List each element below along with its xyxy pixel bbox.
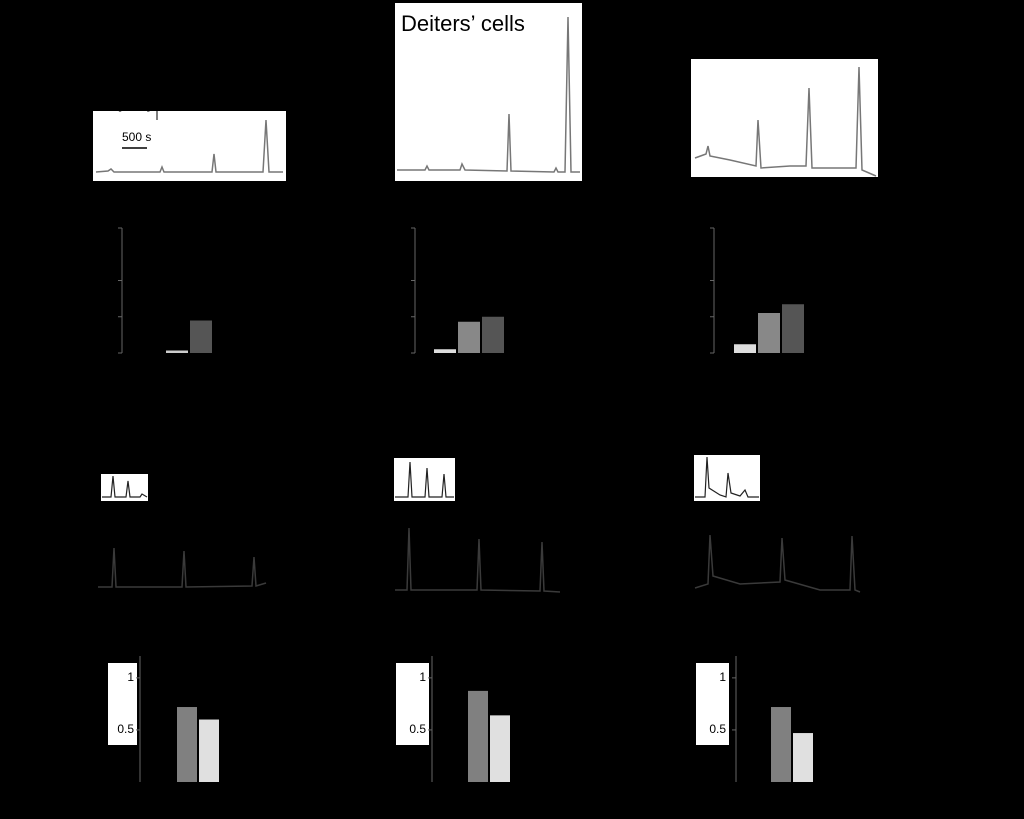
bar bbox=[468, 690, 488, 782]
bar bbox=[734, 344, 756, 353]
ca-label: [Ca²⁺] bbox=[118, 98, 150, 112]
tick-label-box bbox=[396, 663, 429, 745]
y-tick-label: 1 bbox=[127, 670, 134, 684]
bar bbox=[177, 707, 197, 782]
tick-label-box bbox=[108, 663, 137, 745]
bar bbox=[482, 316, 504, 353]
bar bbox=[190, 320, 212, 353]
panel-title: Deiters’ cells bbox=[401, 11, 525, 36]
trace bbox=[98, 547, 267, 588]
trace bbox=[102, 475, 148, 498]
trace-panel bbox=[395, 3, 582, 181]
bar bbox=[490, 715, 510, 782]
bar bbox=[758, 313, 780, 353]
trace bbox=[694, 66, 877, 177]
bar bbox=[793, 733, 813, 782]
trace bbox=[397, 16, 580, 173]
trace-panel bbox=[93, 111, 286, 181]
bar bbox=[434, 349, 456, 353]
bar bbox=[166, 350, 188, 353]
trace bbox=[95, 119, 283, 173]
tick-label-box bbox=[696, 663, 729, 745]
bar bbox=[458, 321, 480, 353]
y-tick-label: 0.5 bbox=[709, 722, 726, 736]
y-tick-label: 1 bbox=[419, 670, 426, 684]
trace bbox=[695, 456, 759, 498]
bar bbox=[199, 719, 219, 782]
trace bbox=[395, 527, 561, 593]
y-tick-label: 1 bbox=[719, 670, 726, 684]
trace-panel bbox=[691, 59, 878, 177]
bar bbox=[771, 707, 791, 782]
bar bbox=[782, 304, 804, 353]
y-tick-label: 0.5 bbox=[117, 722, 134, 736]
y-tick-label: 0.5 bbox=[409, 722, 426, 736]
trace bbox=[694, 534, 861, 593]
trace bbox=[395, 461, 454, 498]
scale-label: 500 s bbox=[122, 130, 151, 144]
